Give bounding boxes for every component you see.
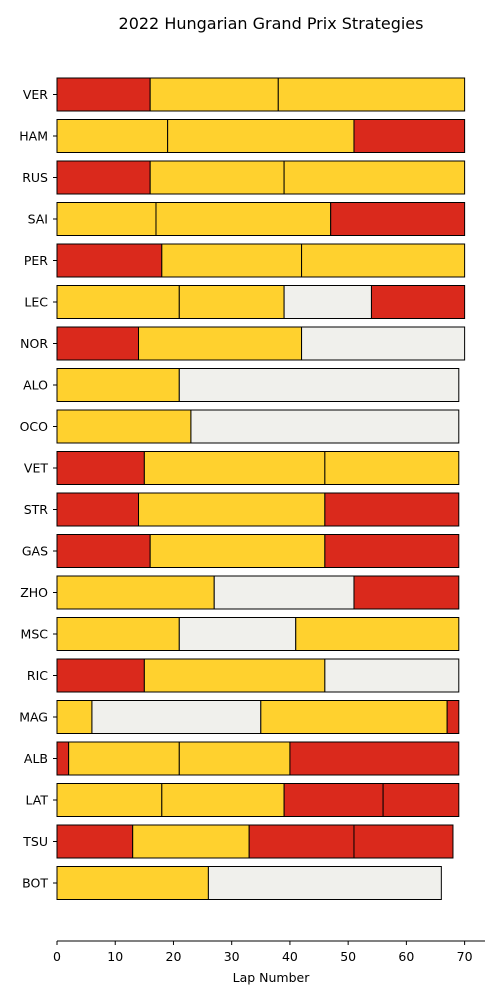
stint-bar-msc-3	[296, 618, 459, 651]
y-tick-label-gas: GAS	[22, 544, 48, 559]
stint-bar-mag-2	[92, 701, 261, 734]
y-tick-label-zho: ZHO	[20, 585, 48, 600]
stint-bar-rus-2	[150, 161, 284, 194]
stint-bar-lec-4	[371, 286, 464, 319]
stint-bar-zho-3	[354, 576, 459, 609]
x-tick-label: 50	[340, 949, 356, 964]
stint-bar-vet-3	[325, 452, 459, 485]
stint-bar-per-2	[162, 244, 302, 277]
y-tick-label-alo: ALO	[23, 378, 48, 393]
stint-bar-gas-1	[57, 535, 150, 568]
stint-bar-lat-2	[162, 784, 284, 817]
stint-bar-alb-3	[179, 742, 290, 775]
stint-bar-rus-1	[57, 161, 150, 194]
x-tick-label: 10	[107, 949, 123, 964]
stint-bar-per-1	[57, 244, 162, 277]
y-tick-label-mag: MAG	[19, 710, 48, 725]
y-tick-label-sai: SAI	[28, 212, 48, 227]
stint-bar-lat-1	[57, 784, 162, 817]
stint-bar-str-3	[325, 493, 459, 526]
x-tick-label: 70	[457, 949, 473, 964]
stint-bar-mag-1	[57, 701, 92, 734]
y-tick-label-oco: OCO	[20, 419, 49, 434]
stint-bar-mag-4	[447, 701, 459, 734]
stint-bar-lat-4	[383, 784, 459, 817]
stint-bar-oco-1	[57, 410, 191, 443]
stint-bar-sai-1	[57, 203, 156, 236]
y-tick-label-rus: RUS	[22, 170, 48, 185]
x-tick-label: 20	[166, 949, 182, 964]
x-tick-label: 40	[282, 949, 298, 964]
stint-bar-str-2	[139, 493, 325, 526]
y-tick-label-str: STR	[24, 502, 49, 517]
stint-bar-bot-2	[208, 867, 441, 900]
stint-bar-tsu-1	[57, 825, 133, 858]
stint-bar-ric-2	[144, 659, 325, 692]
y-tick-label-nor: NOR	[20, 336, 48, 351]
stint-bar-bot-1	[57, 867, 208, 900]
stint-bar-ric-3	[325, 659, 459, 692]
stint-bar-lec-3	[284, 286, 371, 319]
stint-bar-str-1	[57, 493, 139, 526]
stint-bar-lec-1	[57, 286, 179, 319]
stint-bar-ric-1	[57, 659, 144, 692]
stint-bar-ver-1	[57, 78, 150, 111]
stint-bar-tsu-4	[354, 825, 453, 858]
y-axis-ticks: VER HAM RUS SAI PER LEC NOR ALO OCO VET STR GAS ZHO M…	[19, 87, 57, 891]
stint-bar-ham-3	[354, 120, 465, 153]
y-tick-label-lec: LEC	[24, 295, 48, 310]
stint-bar-alb-4	[290, 742, 459, 775]
stint-bar-lec-2	[179, 286, 284, 319]
y-tick-label-bot: BOT	[22, 876, 48, 891]
stint-bar-vet-1	[57, 452, 144, 485]
stint-bar-mag-3	[261, 701, 447, 734]
stint-bar-alb-2	[69, 742, 180, 775]
stint-bar-ver-2	[150, 78, 278, 111]
stint-bar-alb-1	[57, 742, 69, 775]
stint-bar-ver-3	[278, 78, 464, 111]
stint-bar-sai-3	[331, 203, 465, 236]
y-tick-label-ver: VER	[23, 87, 48, 102]
stint-bar-lat-3	[284, 784, 383, 817]
y-tick-label-msc: MSC	[21, 627, 49, 642]
stint-bar-nor-2	[139, 327, 302, 360]
y-tick-label-ric: RIC	[27, 668, 48, 683]
stint-bar-alo-2	[179, 369, 459, 402]
y-tick-label-alb: ALB	[24, 751, 48, 766]
stint-bar-tsu-2	[133, 825, 249, 858]
y-tick-label-per: PER	[24, 253, 48, 268]
stint-bar-gas-2	[150, 535, 325, 568]
stint-bar-ham-1	[57, 120, 168, 153]
stint-bar-gas-3	[325, 535, 459, 568]
bars-layer	[57, 78, 465, 900]
x-tick-label: 60	[398, 949, 414, 964]
stint-bar-tsu-3	[249, 825, 354, 858]
stint-bar-ham-2	[168, 120, 354, 153]
stint-bar-vet-2	[144, 452, 325, 485]
stint-bar-zho-1	[57, 576, 214, 609]
y-tick-label-tsu: TSU	[22, 834, 48, 849]
stint-bar-sai-2	[156, 203, 331, 236]
stint-bar-oco-2	[191, 410, 459, 443]
stint-bar-alo-1	[57, 369, 179, 402]
stint-bar-zho-2	[214, 576, 354, 609]
x-tick-label: 0	[53, 949, 61, 964]
stint-bar-nor-3	[302, 327, 465, 360]
stint-bar-per-3	[302, 244, 465, 277]
stint-bar-msc-2	[179, 618, 295, 651]
y-tick-label-ham: HAM	[19, 129, 48, 144]
stint-bar-nor-1	[57, 327, 139, 360]
x-axis-label: Lap Number	[233, 970, 311, 985]
x-axis: 0 10 20 30 40 50 60 70	[53, 941, 485, 964]
y-tick-label-lat: LAT	[26, 793, 49, 808]
y-tick-label-vet: VET	[24, 461, 48, 476]
stint-bar-rus-3	[284, 161, 465, 194]
chart-title: 2022 Hungarian Grand Prix Strategies	[119, 14, 424, 33]
stint-bar-msc-1	[57, 618, 179, 651]
x-tick-label: 30	[224, 949, 240, 964]
